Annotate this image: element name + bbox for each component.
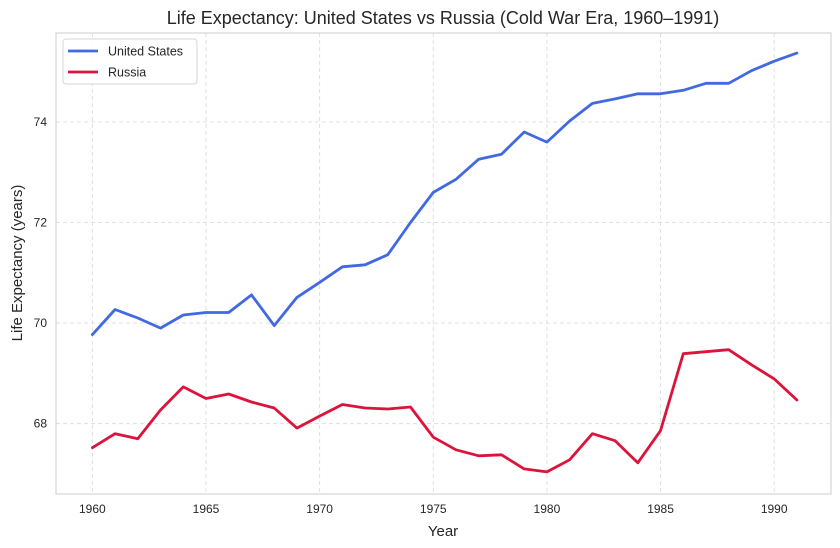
x-tick-label: 1970 [306,502,333,516]
y-tick-label: 72 [34,216,48,230]
x-tick-label: 1980 [534,502,561,516]
series-lines [91,51,799,474]
y-tick-label: 74 [34,115,48,129]
x-tick-label: 1975 [420,502,447,516]
series-line-united-states [91,51,799,337]
chart-title: Life Expectancy: United States vs Russia… [167,8,720,28]
x-tick-label: 1985 [647,502,674,516]
y-tick-label: 68 [34,417,48,431]
grid [56,33,831,494]
y-axis-label: Life Expectancy (years) [9,185,26,342]
x-tick-label: 1965 [193,502,220,516]
x-tick-label: 1960 [79,502,106,516]
x-axis-ticks: 1960 1965 1970 1975 1980 1985 1990 [79,502,788,516]
y-axis-ticks: 68 70 72 74 [34,115,48,431]
x-axis-label: Year [428,523,458,540]
x-tick-label: 1990 [761,502,788,516]
legend: United States Russia [62,38,198,85]
y-tick-label: 70 [34,316,48,330]
legend-label-united-states: United States [108,45,183,59]
series-line-russia [91,348,799,474]
legend-label-russia: Russia [108,66,146,80]
axes-frame [55,32,832,495]
